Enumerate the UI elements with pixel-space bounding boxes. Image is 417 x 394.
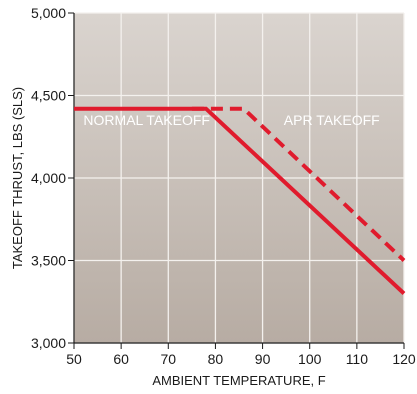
apr-takeoff-label: APR TAKEOFF xyxy=(284,112,380,128)
x-tick-label: 50 xyxy=(66,351,82,367)
y-tick-label: 4,500 xyxy=(31,88,66,104)
grid xyxy=(73,12,405,344)
x-axis: 50 60 70 80 90 100 110 120 xyxy=(66,342,416,367)
y-tick-label: 5,000 xyxy=(31,5,66,21)
x-tick-label: 100 xyxy=(298,351,322,367)
y-tick-label: 4,000 xyxy=(31,170,66,186)
x-tick-label: 60 xyxy=(113,351,129,367)
y-axis: 3,000 3,500 4,000 4,500 5,000 xyxy=(31,5,75,351)
normal-takeoff-label: NORMAL TAKEOFF xyxy=(83,112,210,128)
apr-takeoff-line xyxy=(191,106,406,262)
annotations: NORMAL TAKEOFF APR TAKEOFF xyxy=(83,112,379,128)
x-tick-label: 80 xyxy=(208,351,224,367)
x-axis-title: AMBIENT TEMPERATURE, F xyxy=(152,373,325,388)
x-tick-label: 120 xyxy=(392,351,416,367)
series-group xyxy=(74,106,406,295)
y-tick-label: 3,000 xyxy=(31,335,66,351)
x-tick-label: 110 xyxy=(346,351,369,367)
normal-takeoff-line xyxy=(74,106,406,295)
y-axis-title: TAKEOFF THRUST, LBS (SLS) xyxy=(10,87,25,269)
x-tick-label: 70 xyxy=(160,351,176,367)
y-tick-label: 3,500 xyxy=(31,253,66,269)
x-tick-label: 90 xyxy=(255,351,271,367)
